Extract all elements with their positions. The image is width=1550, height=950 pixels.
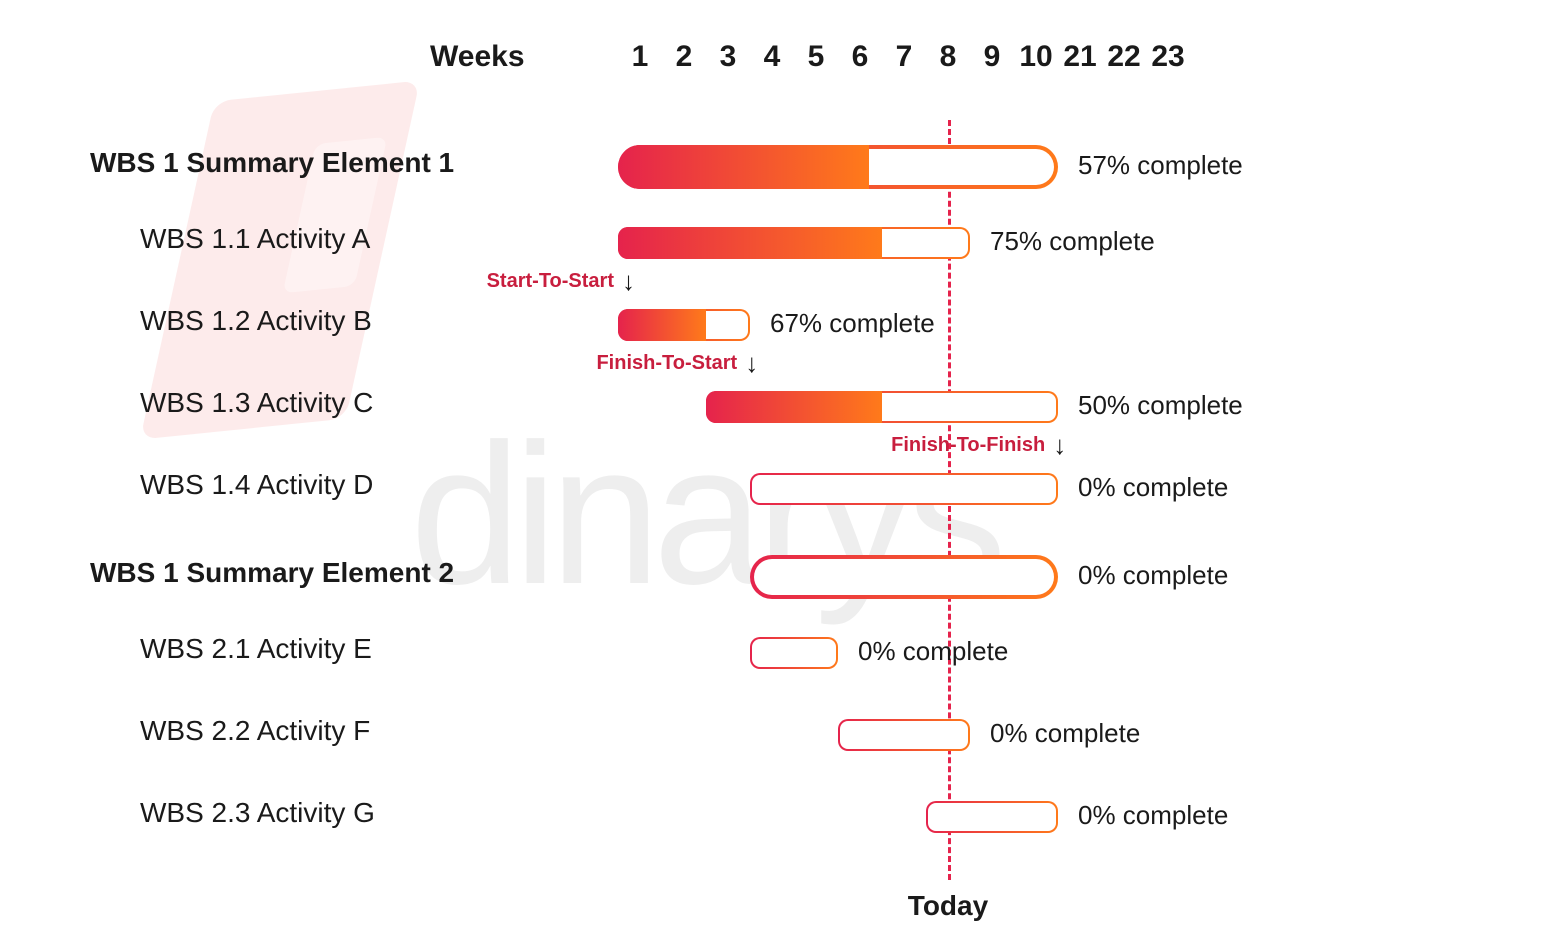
task-row-label: WBS 1.3 Activity C (140, 387, 373, 419)
dependency-arrow-icon: ↓ (745, 350, 758, 376)
week-number: 21 (1063, 40, 1096, 74)
summary-row-label: WBS 1 Summary Element 1 (90, 147, 454, 179)
task-row-label: WBS 2.3 Activity G (140, 797, 375, 829)
progress-label: 0% complete (858, 636, 1008, 667)
task-bar (750, 473, 1058, 505)
dependency-label: Start-To-Start (487, 270, 614, 293)
task-bar (838, 719, 970, 751)
progress-label: 0% complete (990, 718, 1140, 749)
dependency-arrow-icon: ↓ (1053, 432, 1066, 458)
week-number: 9 (984, 40, 1001, 74)
week-number: 8 (940, 40, 957, 74)
week-number: 1 (632, 40, 649, 74)
summary-row-label: WBS 1 Summary Element 2 (90, 557, 454, 589)
task-bar (750, 637, 838, 669)
week-number: 10 (1019, 40, 1052, 74)
task-row-label: WBS 2.1 Activity E (140, 633, 372, 665)
progress-label: 67% complete (770, 308, 935, 339)
progress-label: 0% complete (1078, 560, 1228, 591)
bar-progress-fill (618, 227, 882, 259)
gantt-chart: dinarys Weeks 12345678910212223 Today WB… (90, 30, 1470, 930)
week-number: 22 (1107, 40, 1140, 74)
watermark-shape (140, 80, 420, 439)
week-number: 23 (1151, 40, 1184, 74)
week-number: 3 (720, 40, 737, 74)
dependency-arrow-icon: ↓ (622, 268, 635, 294)
dependency-label: Finish-To-Start (596, 352, 737, 375)
progress-label: 75% complete (990, 226, 1155, 257)
task-row-label: WBS 1.1 Activity A (140, 223, 370, 255)
bar-progress-fill (618, 309, 706, 341)
task-row-label: WBS 1.4 Activity D (140, 469, 373, 501)
week-number: 2 (676, 40, 693, 74)
progress-label: 0% complete (1078, 800, 1228, 831)
progress-label: 50% complete (1078, 390, 1243, 421)
progress-label: 0% complete (1078, 472, 1228, 503)
today-marker-label: Today (908, 890, 988, 922)
dependency-label: Finish-To-Finish (891, 434, 1045, 457)
bar-progress-fill (706, 391, 882, 423)
task-row-label: WBS 1.2 Activity B (140, 305, 372, 337)
bar-progress-fill (618, 145, 869, 189)
task-row-label: WBS 2.2 Activity F (140, 715, 370, 747)
week-number: 6 (852, 40, 869, 74)
progress-label: 57% complete (1078, 150, 1243, 181)
summary-bar (750, 555, 1058, 599)
week-number: 7 (896, 40, 913, 74)
task-bar (926, 801, 1058, 833)
week-number: 5 (808, 40, 825, 74)
weeks-axis-title: Weeks (430, 40, 525, 74)
week-number: 4 (764, 40, 781, 74)
